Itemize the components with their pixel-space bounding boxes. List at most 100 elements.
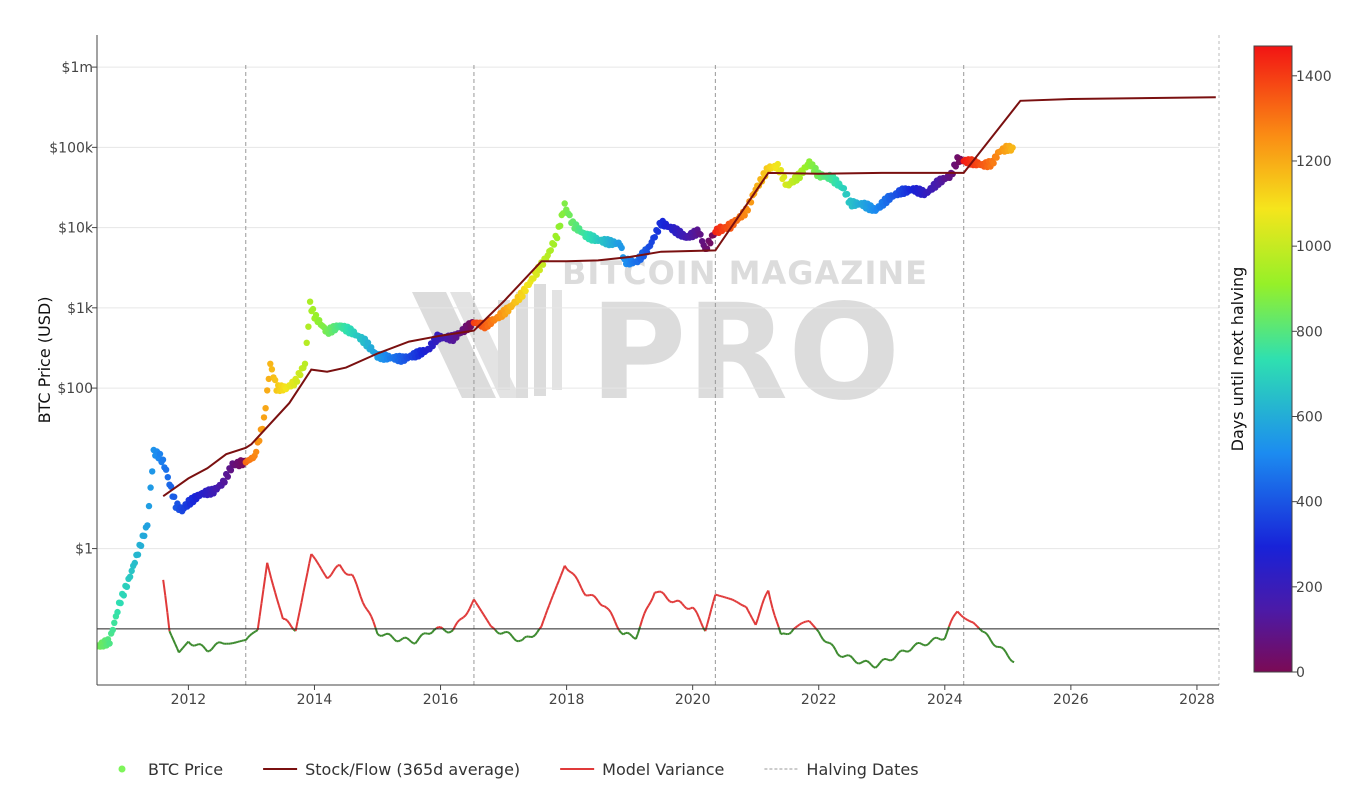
model-variance-segment [733, 600, 735, 601]
model-variance-segment [181, 648, 183, 650]
legend-label: BTC Price [148, 760, 223, 779]
model-variance-segment [173, 640, 175, 644]
model-variance-segment [571, 572, 573, 573]
model-variance-segment [636, 633, 638, 639]
model-variance-segment [678, 601, 680, 602]
legend-swatch-marker [119, 766, 126, 773]
model-variance-segment [796, 626, 798, 628]
model-variance-segment [285, 619, 287, 621]
x-tick-label: 2022 [801, 692, 837, 708]
legend: BTC Price Stock/Flow (365d average) Model … [119, 760, 919, 779]
model-variance-segment [878, 663, 880, 666]
model-variance-segment [801, 623, 803, 624]
btc-price-point [566, 212, 572, 218]
model-variance-segment [516, 641, 518, 642]
btc-price-point [141, 533, 147, 539]
model-variance-segment [725, 597, 727, 598]
model-variance-segment [926, 644, 928, 645]
model-variance-segment [445, 630, 447, 632]
model-variance-segment [346, 574, 348, 575]
x-tick-label: 2028 [1179, 692, 1215, 708]
colorbar-tick-label: 1200 [1296, 154, 1332, 170]
model-variance-segment [331, 571, 333, 574]
x-tick-label: 2024 [927, 692, 963, 708]
model-variance-segment [252, 633, 254, 634]
model-variance-segment [840, 656, 842, 657]
model-variance-segment [717, 595, 719, 596]
model-variance-segment [426, 633, 428, 634]
x-tick-label: 2020 [675, 692, 711, 708]
model-variance-segment [682, 604, 684, 607]
model-variance-segment [459, 619, 461, 620]
model-variance-segment [961, 616, 963, 618]
btc-price-point [121, 592, 127, 598]
btc-price-point [697, 231, 703, 237]
legend-item: Stock/Flow (365d average) [263, 760, 520, 779]
model-variance-segment [287, 621, 289, 624]
x-tick-label: 2014 [297, 692, 333, 708]
model-variance-segment [248, 636, 250, 638]
model-variance-segment [768, 591, 770, 600]
model-variance-segment [482, 611, 484, 614]
model-variance-segment [407, 638, 409, 640]
btc-price-point [302, 361, 308, 367]
model-variance-segment [263, 576, 265, 589]
model-variance-segment [773, 608, 775, 615]
model-variance-segment [222, 643, 224, 644]
model-variance-segment [470, 604, 472, 609]
legend-label: Model Variance [602, 760, 724, 779]
model-variance-segment [846, 655, 848, 656]
model-variance-segment [985, 632, 987, 634]
model-variance-segment [785, 634, 787, 635]
model-variance-segment [850, 656, 852, 658]
model-variance-segment [258, 617, 260, 630]
btc-price-point [135, 552, 141, 558]
model-variance-segment [409, 640, 411, 642]
model-variance-segment [317, 562, 319, 565]
model-variance-segment [876, 666, 878, 668]
model-variance-segment [811, 623, 813, 625]
model-variance-segment [973, 623, 975, 625]
model-variance-segment [909, 650, 911, 652]
colorbar-title: Days until next halving [1228, 267, 1247, 452]
model-variance-segment [894, 656, 896, 659]
model-variance-segment [649, 602, 651, 605]
model-variance-segment [388, 634, 390, 635]
model-variance-segment [262, 590, 264, 604]
btc-price-point [117, 600, 123, 606]
colorbar-tick-label: 200 [1296, 580, 1323, 596]
y-tick-label: $10k [58, 221, 94, 237]
model-variance-segment [607, 608, 609, 610]
model-variance-segment [848, 655, 850, 656]
model-variance-segment [296, 622, 298, 631]
model-variance-segment [746, 607, 748, 611]
model-variance-segment [191, 644, 193, 645]
model-variance-segment [827, 642, 829, 643]
model-variance-segment [951, 617, 953, 621]
y-tick-label: $1 [75, 542, 93, 558]
colorbar-tick-label: 0 [1296, 665, 1305, 681]
model-variance-segment [209, 650, 211, 652]
btc-price-point [745, 207, 751, 213]
model-variance-segment [861, 662, 863, 663]
model-variance-segment [613, 616, 615, 621]
model-variance-segment [378, 634, 380, 636]
model-variance-segment [512, 636, 514, 639]
btc-price-point [950, 171, 956, 177]
model-variance-segment [764, 594, 766, 599]
btc-price-point [114, 609, 120, 615]
model-variance-segment [497, 632, 499, 633]
model-variance-segment [514, 639, 516, 641]
btc-price-point [304, 340, 310, 346]
model-variance-segment [185, 644, 187, 646]
btc-price-point [110, 627, 116, 633]
model-variance-segment [392, 637, 394, 640]
model-variance-segment [936, 638, 938, 639]
model-variance-segment [781, 633, 783, 634]
model-variance-segment [313, 557, 315, 560]
model-variance-segment [756, 619, 758, 625]
model-variance-segment [750, 614, 752, 618]
model-variance-segment [551, 595, 553, 600]
